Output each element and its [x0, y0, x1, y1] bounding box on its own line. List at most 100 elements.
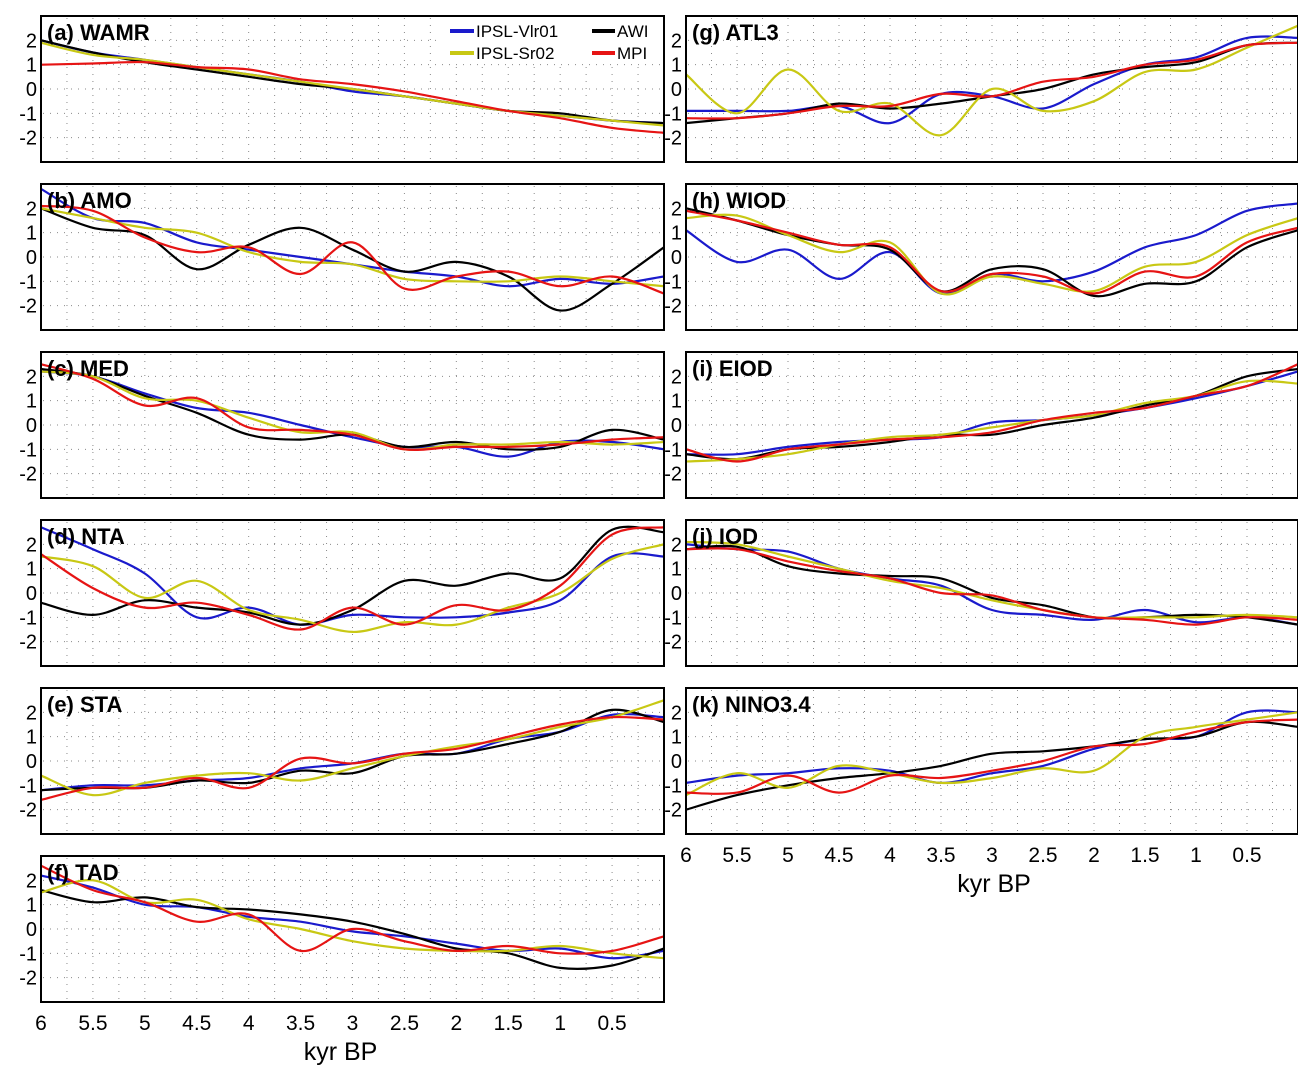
y-tick-label: 1	[26, 727, 37, 749]
x-tick-label: 5.5	[78, 1012, 107, 1035]
y-tick-label: 2	[671, 702, 682, 724]
series-line-ipsl-sr02	[42, 207, 663, 288]
series-line-ipsl-vlr01	[687, 543, 1297, 626]
y-tick-label: 1	[671, 223, 682, 245]
series-line-awi	[687, 544, 1297, 626]
x-tick-label: 4	[884, 844, 896, 867]
y-tick-label: -1	[664, 607, 682, 629]
panel: 2 10-1 -2 (b) AMO	[19, 183, 665, 331]
x-tick-label: 6	[35, 1012, 47, 1035]
x-tick-label: 5.5	[722, 844, 751, 867]
panel: 2 10-1 -2 (d) NTA	[19, 519, 665, 667]
series-line-ipsl-vlr01	[687, 370, 1297, 456]
panel: 2 10-1 -2 (i) EIOD	[664, 351, 1298, 499]
panel: 2 10-1 -2 (k) NINO3.4	[664, 687, 1298, 835]
panel-title: (h) WIOD	[692, 188, 786, 213]
y-tick-label: 2	[26, 534, 37, 556]
legend-label: MPI	[617, 44, 647, 63]
y-tick-label: -1	[19, 439, 37, 461]
x-tick-label: 4.5	[824, 844, 853, 867]
y-tick-label: -1	[664, 775, 682, 797]
y-tick-label: 0	[671, 415, 682, 437]
y-tick-label: 2	[26, 870, 37, 892]
x-tick-label: 1.5	[1130, 844, 1159, 867]
y-tick-label: -1	[19, 943, 37, 965]
panel-title: (c) MED	[47, 356, 129, 381]
series-line-ipsl-sr02	[687, 711, 1297, 796]
y-tick-label: -1	[19, 103, 37, 125]
series-line-ipsl-sr02	[42, 543, 663, 634]
y-tick-label: 2	[26, 30, 37, 52]
series-line-awi	[42, 525, 663, 626]
y-tick-label: -1	[664, 103, 682, 125]
y-tick-label: 1	[26, 559, 37, 581]
y-tick-label: 2	[26, 198, 37, 220]
y-tick-label: -2	[19, 632, 37, 654]
x-tick-label: 0.5	[1232, 844, 1261, 867]
x-tick-label: 3.5	[926, 844, 955, 867]
x-tick-label: 6	[680, 844, 692, 867]
series-group	[42, 699, 663, 801]
y-tick-label: -2	[19, 296, 37, 318]
x-axis-label: kyr BP	[957, 870, 1031, 898]
y-tick-label: 0	[671, 751, 682, 773]
y-tick-label: 2	[671, 366, 682, 388]
y-tick-label: -1	[19, 775, 37, 797]
y-tick-label: 0	[26, 751, 37, 773]
series-line-mpi	[42, 204, 663, 295]
x-axis-label: kyr BP	[304, 1038, 378, 1066]
series-group	[42, 39, 663, 134]
series-line-mpi	[42, 60, 663, 134]
series-group	[42, 363, 663, 458]
y-tick-label: -2	[664, 464, 682, 486]
series-line-mpi	[42, 363, 663, 451]
series-line-mpi	[687, 41, 1297, 120]
series-group	[687, 24, 1297, 137]
legend-label: IPSL-Sr02	[476, 44, 554, 63]
y-tick-label: -2	[664, 296, 682, 318]
panel-title: (g) ATL3	[692, 20, 779, 45]
series-line-ipsl-vlr01	[42, 874, 663, 960]
series-line-mpi	[687, 209, 1297, 295]
x-tick-label: 2	[1088, 844, 1100, 867]
series-line-ipsl-sr02	[42, 699, 663, 797]
panel-title: (a) WAMR	[47, 20, 150, 45]
series-line-mpi	[42, 526, 663, 631]
y-tick-label: 1	[26, 223, 37, 245]
series-line-mpi	[42, 715, 663, 801]
series-line-mpi	[687, 547, 1297, 626]
y-tick-label: -1	[664, 439, 682, 461]
x-tick-label: 1	[1190, 844, 1202, 867]
x-tick-label: 3	[986, 844, 998, 867]
x-tick-label: 2	[450, 1012, 462, 1035]
panel-title: (f) TAD	[47, 860, 119, 885]
panel: 2 10-1 -2 (g) ATL3	[664, 15, 1298, 163]
panel: 2 10-1 -2 (e) STA	[19, 687, 665, 835]
panel: 2 10-1 -2 (f) TAD	[19, 855, 665, 1003]
series-line-mpi	[687, 363, 1297, 463]
y-tick-label: -1	[664, 271, 682, 293]
y-tick-label: 1	[671, 559, 682, 581]
legend: IPSL-Vlr01 AWI IPSL-Sr02 MPI	[441, 17, 663, 63]
series-group	[687, 363, 1297, 463]
x-tick-label: 3.5	[286, 1012, 315, 1035]
panel-title: (k) NINO3.4	[692, 692, 811, 717]
y-tick-label: 2	[671, 198, 682, 220]
y-tick-label: 2	[26, 366, 37, 388]
series-line-ipsl-sr02	[42, 370, 663, 451]
y-tick-label: 0	[26, 919, 37, 941]
x-tick-label: 1	[554, 1012, 566, 1035]
series-line-ipsl-sr02	[687, 540, 1297, 619]
y-tick-label: 1	[26, 895, 37, 917]
legend-box	[441, 17, 663, 63]
y-tick-label: 2	[671, 30, 682, 52]
series-line-mpi	[687, 718, 1297, 795]
panel: 2 10-1 -2 (j) IOD	[664, 519, 1298, 667]
y-tick-label: 0	[26, 415, 37, 437]
series-line-awi	[42, 889, 663, 971]
y-tick-label: -2	[664, 800, 682, 822]
legend-label: AWI	[617, 22, 648, 41]
series-line-ipsl-sr02	[687, 213, 1297, 296]
